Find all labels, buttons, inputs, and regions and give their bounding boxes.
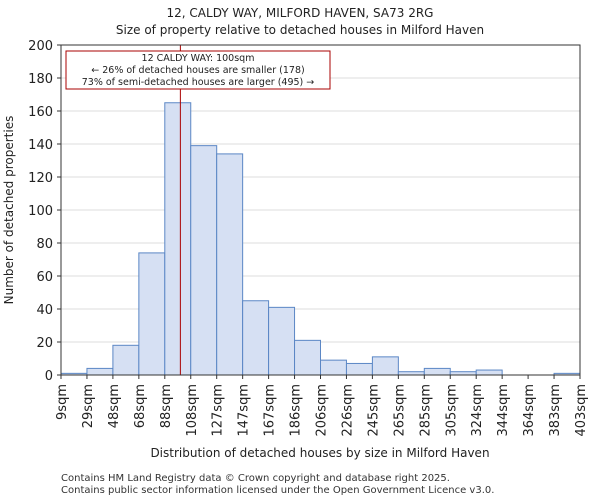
annotation-box (65, 50, 331, 90)
x-tick-label: 186sqm (289, 384, 304, 437)
x-tick-label: 383sqm (548, 384, 563, 437)
x-tick-label: 48sqm (107, 384, 122, 428)
y-tick-label: 140 (28, 138, 53, 153)
footer-line-1: Contains HM Land Registry data © Crown c… (61, 473, 450, 484)
x-tick-label: 305sqm (444, 384, 459, 437)
histogram-bar (86, 367, 114, 376)
x-tick-label: 206sqm (315, 384, 330, 437)
x-tick-label: 108sqm (185, 384, 200, 437)
y-tick-label: 160 (28, 105, 53, 120)
y-tick-label: 200 (28, 39, 53, 54)
histogram-bar (423, 367, 451, 376)
histogram-bar (112, 344, 140, 376)
y-tick-label: 20 (36, 336, 53, 351)
x-tick-label: 324sqm (470, 384, 485, 437)
y-axis-ticks: 0 20 40 60 80 100 120 140 160 180 200 (28, 39, 61, 384)
y-tick-label: 180 (28, 72, 53, 87)
x-tick-label: 285sqm (418, 384, 433, 437)
y-tick-label: 120 (28, 171, 53, 186)
x-tick-label: 167sqm (263, 384, 278, 437)
histogram-bar (320, 359, 347, 376)
histogram-bar (242, 300, 270, 376)
histogram-bar (294, 339, 321, 376)
chart-title-line-2: Size of property relative to detached ho… (116, 23, 484, 37)
x-axis-ticks: 9sqm 29sqm 48sqm 68sqm 88sqm 108sqm 127sqm 147s… (55, 375, 589, 437)
x-tick-label: 147sqm (237, 384, 252, 437)
x-axis-label: Distribution of detached houses by size … (150, 446, 489, 460)
x-tick-label: 127sqm (211, 384, 226, 437)
histogram-bar (190, 145, 218, 376)
y-tick-label: 80 (36, 237, 53, 252)
histogram-bar (268, 306, 296, 376)
annotation-line-3: 73% of semi-detached houses are larger (… (82, 77, 315, 88)
histogram-bar (345, 362, 373, 376)
histogram-bar (216, 153, 244, 376)
x-tick-label: 68sqm (133, 384, 148, 428)
x-tick-label: 29sqm (81, 384, 96, 428)
y-tick-label: 0 (45, 369, 53, 384)
x-tick-label: 344sqm (496, 384, 511, 437)
y-tick-label: 60 (36, 270, 53, 285)
footer-line-2: Contains public sector information licen… (61, 485, 495, 496)
x-tick-label: 403sqm (574, 384, 589, 437)
histogram-bar (371, 356, 399, 376)
annotation-line-2: ← 26% of detached houses are smaller (17… (91, 65, 304, 76)
y-tick-label: 40 (36, 303, 53, 318)
annotation-line-1: 12 CALDY WAY: 100sqm (142, 53, 255, 64)
x-tick-label: 226sqm (340, 384, 355, 437)
property-marker: 12 CALDY WAY: 100sqm← 26% of detached ho… (65, 45, 331, 375)
x-tick-label: 364sqm (522, 384, 537, 437)
y-axis-label: Number of detached properties (2, 116, 16, 305)
x-tick-label: 265sqm (392, 384, 407, 437)
x-tick-label: 88sqm (159, 384, 174, 428)
histogram-bar (138, 252, 166, 376)
y-tick-label: 100 (28, 204, 53, 219)
histogram-bar (475, 369, 503, 376)
x-tick-label: 9sqm (55, 384, 70, 420)
chart-title-line-1: 12, CALDY WAY, MILFORD HAVEN, SA73 2RG (167, 6, 434, 20)
histogram-bar (164, 102, 192, 376)
x-tick-label: 245sqm (366, 384, 381, 437)
